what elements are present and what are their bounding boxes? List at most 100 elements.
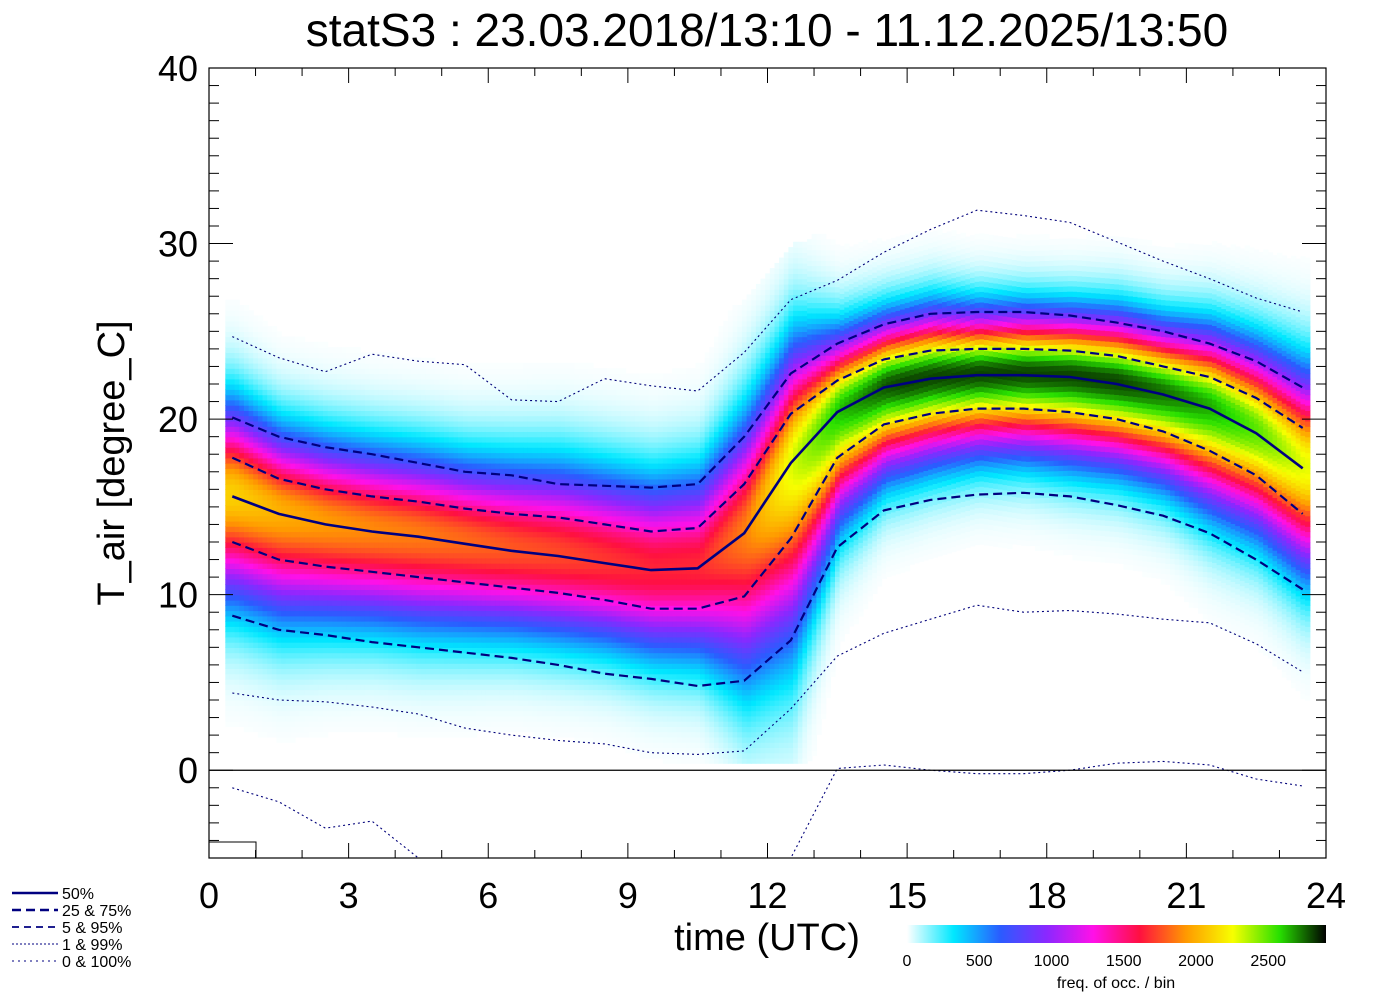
heat-cell: [276, 399, 282, 406]
heat-cell: [467, 721, 473, 727]
heat-cell: [327, 547, 333, 554]
heat-cell: [327, 384, 333, 390]
heat-cell: [509, 478, 515, 485]
heat-cell: [369, 473, 375, 480]
heat-cell: [281, 694, 287, 701]
heat-cell: [476, 657, 482, 664]
heat-cell: [355, 589, 361, 596]
heat-cell: [276, 352, 282, 359]
heat-cell: [327, 642, 333, 648]
heat-cell: [253, 621, 259, 627]
heat-cell: [337, 594, 343, 601]
heat-cell: [420, 652, 427, 659]
heat-cell: [434, 420, 440, 427]
heat-cell: [425, 489, 431, 496]
heat-cell: [462, 484, 468, 490]
heat-cell: [239, 305, 245, 311]
heat-cell: [378, 384, 385, 390]
heat-cell: [467, 473, 473, 480]
heat-cell: [411, 705, 417, 712]
heat-cell: [360, 489, 366, 496]
heat-cell: [229, 352, 236, 359]
heat-cell: [523, 568, 529, 575]
heat-cell: [351, 473, 357, 480]
heat-cell: [276, 721, 282, 727]
heat-cell: [346, 441, 352, 448]
heat-cell: [341, 420, 347, 427]
heat-cell: [351, 663, 357, 669]
heat-cell: [295, 536, 301, 543]
heat-cell: [323, 568, 329, 575]
heat-cell: [383, 452, 389, 459]
heat-cell: [346, 710, 352, 717]
heat-cell: [425, 520, 431, 527]
heat-cell: [420, 510, 427, 517]
heat-cell: [281, 542, 287, 548]
heat-cell: [253, 447, 259, 454]
heat-cell: [406, 594, 413, 601]
heat-cell: [253, 673, 259, 680]
heat-cell: [411, 478, 417, 485]
heat-cell: [509, 568, 515, 575]
heat-cell: [495, 505, 501, 511]
heat-cell: [402, 710, 408, 717]
heat-cell: [458, 505, 464, 511]
heat-cell: [425, 436, 431, 443]
heat-cell: [327, 347, 333, 353]
heat-cell: [467, 673, 473, 680]
heat-cell: [332, 578, 338, 585]
heat-cell: [262, 499, 268, 506]
heat-cell: [504, 431, 510, 438]
heat-cell: [537, 694, 543, 701]
heat-cell: [318, 605, 324, 612]
heat-cell: [481, 568, 487, 575]
heat-cell: [518, 515, 524, 522]
heat-cell: [234, 536, 240, 543]
heat-cell: [318, 463, 324, 469]
heat-cell: [472, 505, 478, 511]
heat-cell: [253, 515, 259, 522]
heat-cell: [504, 694, 510, 701]
heat-cell: [458, 473, 464, 480]
heat-cell: [439, 673, 445, 680]
heat-cell: [527, 626, 534, 633]
heat-cell: [234, 694, 240, 701]
heat-cell: [281, 689, 287, 696]
heat-cell: [518, 594, 524, 601]
heat-cell: [229, 473, 236, 480]
heat-cell: [499, 726, 506, 733]
heat-cell: [509, 505, 515, 511]
heat-cell: [327, 526, 333, 533]
heat-cell: [248, 352, 254, 359]
heat-cell: [411, 589, 417, 596]
heat-cell: [402, 663, 408, 669]
heat-cell: [462, 452, 468, 459]
heat-cell: [411, 378, 417, 385]
heat-cell: [285, 726, 292, 733]
heat-cell: [295, 336, 301, 343]
heat-cell: [239, 563, 245, 569]
heat-cell: [248, 542, 254, 548]
heat-cell: [369, 605, 375, 612]
heat-cell: [285, 578, 292, 585]
heat-cell: [271, 384, 278, 390]
heat-cell: [490, 663, 496, 669]
heat-cell: [369, 463, 375, 469]
heat-cell: [374, 405, 380, 411]
heat-cell: [285, 505, 292, 511]
heat-cell: [392, 700, 399, 706]
heat-cell: [257, 652, 264, 659]
heat-cell: [458, 710, 464, 717]
heat-cell: [481, 447, 487, 454]
heat-cell: [313, 389, 319, 396]
heat-cell: [364, 436, 371, 443]
heat-cell: [430, 405, 436, 411]
heat-cell: [504, 489, 510, 496]
heat-cell: [369, 426, 375, 432]
heat-cell: [281, 384, 287, 390]
heat-cell: [490, 526, 496, 533]
heat-cell: [318, 715, 324, 722]
heat-cell: [355, 552, 361, 559]
heat-cell: [495, 605, 501, 612]
heat-cell: [434, 520, 440, 527]
